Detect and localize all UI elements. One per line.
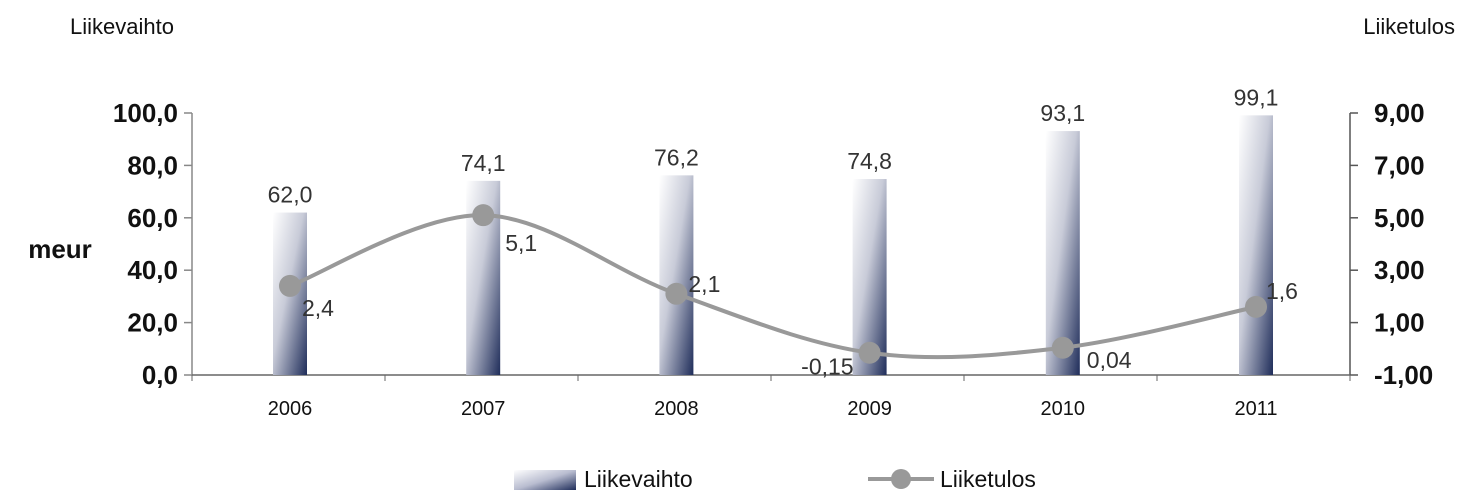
- legend: Liikevaihto Liiketulos: [514, 466, 1036, 492]
- x-tick-label: 2006: [268, 398, 313, 420]
- bar-liikevaihto: [1239, 115, 1273, 375]
- y-axis-label: meur: [28, 234, 92, 264]
- line-value-label: -0,15: [801, 354, 853, 380]
- point-liiketulos: [665, 282, 688, 305]
- legend-marker-liiketulos: [891, 469, 911, 489]
- line-value-label: 0,04: [1087, 347, 1132, 373]
- bar-value-label: 93,1: [1040, 100, 1085, 126]
- axes-layer: 0,0 20,0 40,0 60,0 80,0 100,0 -1,00 1,00 3,00 5,0…: [28, 98, 1433, 420]
- labels-layer: 62,0 74,1 76,2 74,8 93,1 99,1 2,4 5,1 2,1 -0,15 0,…: [268, 84, 1298, 379]
- right-tick-label: 1,00: [1374, 308, 1425, 338]
- left-tick-label: 0,0: [142, 360, 178, 390]
- line-value-label: 2,1: [688, 271, 720, 297]
- bar-value-label: 74,1: [461, 150, 506, 176]
- x-tick-label: 2007: [461, 398, 506, 420]
- right-tick-label: 5,00: [1374, 203, 1425, 233]
- left-tick-label: 100,0: [113, 98, 178, 128]
- left-tick-label: 40,0: [127, 255, 178, 285]
- bar-value-label: 76,2: [654, 144, 699, 170]
- right-axis-title: Liiketulos: [1363, 14, 1455, 39]
- legend-label-liikevaihto: Liikevaihto: [584, 466, 693, 492]
- bar-value-label: 99,1: [1234, 84, 1279, 110]
- left-tick-label: 80,0: [127, 150, 178, 180]
- x-tick-label: 2009: [847, 398, 892, 420]
- line-value-label: 2,4: [302, 295, 334, 321]
- line-layer: [279, 204, 1267, 364]
- x-tick-label: 2010: [1041, 398, 1086, 420]
- line-value-label: 5,1: [505, 230, 537, 256]
- left-axis-title: Liikevaihto: [70, 14, 174, 39]
- line-liiketulos: [289, 213, 1257, 360]
- point-liiketulos: [472, 204, 495, 227]
- legend-label-liiketulos: Liiketulos: [940, 466, 1036, 492]
- point-liiketulos: [1245, 295, 1267, 318]
- left-tick-label: 60,0: [127, 203, 178, 233]
- point-liiketulos: [279, 274, 301, 297]
- bar-liikevaihto: [1045, 131, 1080, 375]
- x-tick-label: 2011: [1234, 398, 1277, 420]
- x-tick-label: 2008: [654, 398, 699, 420]
- bar-liikevaihto: [659, 175, 694, 375]
- bar-value-label: 74,8: [847, 148, 892, 174]
- left-tick-label: 20,0: [127, 308, 178, 338]
- point-liiketulos: [1051, 336, 1074, 359]
- line-value-label: 1,6: [1266, 278, 1298, 304]
- point-liiketulos: [858, 341, 881, 364]
- right-tick-label: 7,00: [1374, 150, 1425, 180]
- right-tick-label: -1,00: [1374, 360, 1433, 390]
- right-tick-label: 9,00: [1374, 98, 1425, 128]
- bar-value-label: 62,0: [268, 182, 313, 208]
- legend-swatch-liikevaihto: [514, 470, 576, 490]
- right-tick-label: 3,00: [1374, 255, 1425, 285]
